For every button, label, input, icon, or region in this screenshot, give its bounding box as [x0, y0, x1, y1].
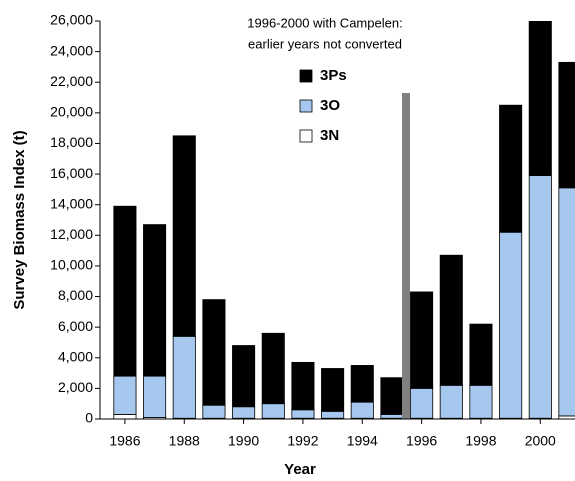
y-tick-label: 16,000: [50, 165, 93, 181]
bar-segment: [380, 414, 404, 419]
y-tick-label: 14,000: [50, 195, 93, 211]
bar-segment: [232, 406, 256, 419]
bar-segment: [469, 384, 493, 419]
bar-segment: [202, 299, 226, 406]
x-tick-label: 1998: [465, 433, 496, 449]
x-tick-label: 1992: [287, 433, 318, 449]
legend-swatch: [299, 129, 313, 143]
bar-segment: [439, 384, 463, 419]
bar-segment: [321, 410, 345, 419]
bar-segment: [113, 205, 137, 377]
bar-segment: [350, 365, 374, 403]
bar-segment: [321, 368, 345, 412]
bar-segment: [439, 254, 463, 386]
y-tick-label: 20,000: [50, 104, 93, 120]
x-tick-label: 1996: [406, 433, 437, 449]
x-tick-label: 1986: [109, 433, 140, 449]
x-tick-label: 2000: [525, 433, 556, 449]
y-tick-label: 0: [85, 410, 93, 426]
y-tick-label: 24,000: [50, 42, 93, 58]
bar-segment: [350, 401, 374, 419]
bar-segment: [291, 361, 315, 411]
bar-segment: [143, 224, 167, 377]
bar-segment: [261, 403, 285, 419]
y-tick-label: 22,000: [50, 73, 93, 89]
bar-segment: [558, 187, 575, 417]
x-axis-label: Year: [284, 461, 316, 478]
annotation: earlier years not converted: [248, 36, 402, 51]
bar-segment: [528, 175, 552, 419]
y-tick-label: 8,000: [58, 287, 93, 303]
y-tick-label: 2,000: [58, 379, 93, 395]
bar-segment: [380, 377, 404, 415]
x-tick-label: 1990: [228, 433, 259, 449]
bar-segment: [528, 21, 552, 177]
legend-label: 3N: [320, 127, 339, 144]
bar-segment: [469, 323, 493, 386]
legend-label: 3O: [320, 97, 340, 114]
legend-swatch: [299, 99, 313, 113]
y-tick-label: 12,000: [50, 226, 93, 242]
bar-segment: [499, 104, 523, 233]
y-axis-label: Survey Biomass Index (t): [11, 130, 28, 309]
y-tick-label: 18,000: [50, 134, 93, 150]
y-tick-label: 10,000: [50, 257, 93, 273]
bar-segment: [172, 335, 196, 419]
x-tick-label: 1988: [169, 433, 200, 449]
x-tick-label: 1994: [347, 433, 378, 449]
bars: [113, 21, 575, 420]
bar-segment: [261, 332, 285, 405]
legend-label: 3Ps: [320, 67, 347, 84]
annotation: 1996-2000 with Campelen:: [247, 15, 402, 30]
legend-swatch: [299, 69, 313, 83]
bar-segment: [113, 375, 137, 415]
bar-segment: [410, 291, 434, 389]
y-tick-label: 4,000: [58, 348, 93, 364]
y-tick-label: 6,000: [58, 318, 93, 334]
bar-segment: [558, 61, 575, 189]
y-tick-label: 26,000: [50, 12, 93, 28]
bar-segment: [113, 414, 137, 420]
bar-segment: [499, 231, 523, 419]
bar-segment: [202, 404, 226, 419]
bar-segment: [410, 387, 434, 419]
divider: [402, 93, 410, 419]
bar-segment: [172, 135, 196, 337]
bar-segment: [143, 375, 167, 418]
bar-segment: [291, 409, 315, 419]
bar-segment: [232, 345, 256, 408]
